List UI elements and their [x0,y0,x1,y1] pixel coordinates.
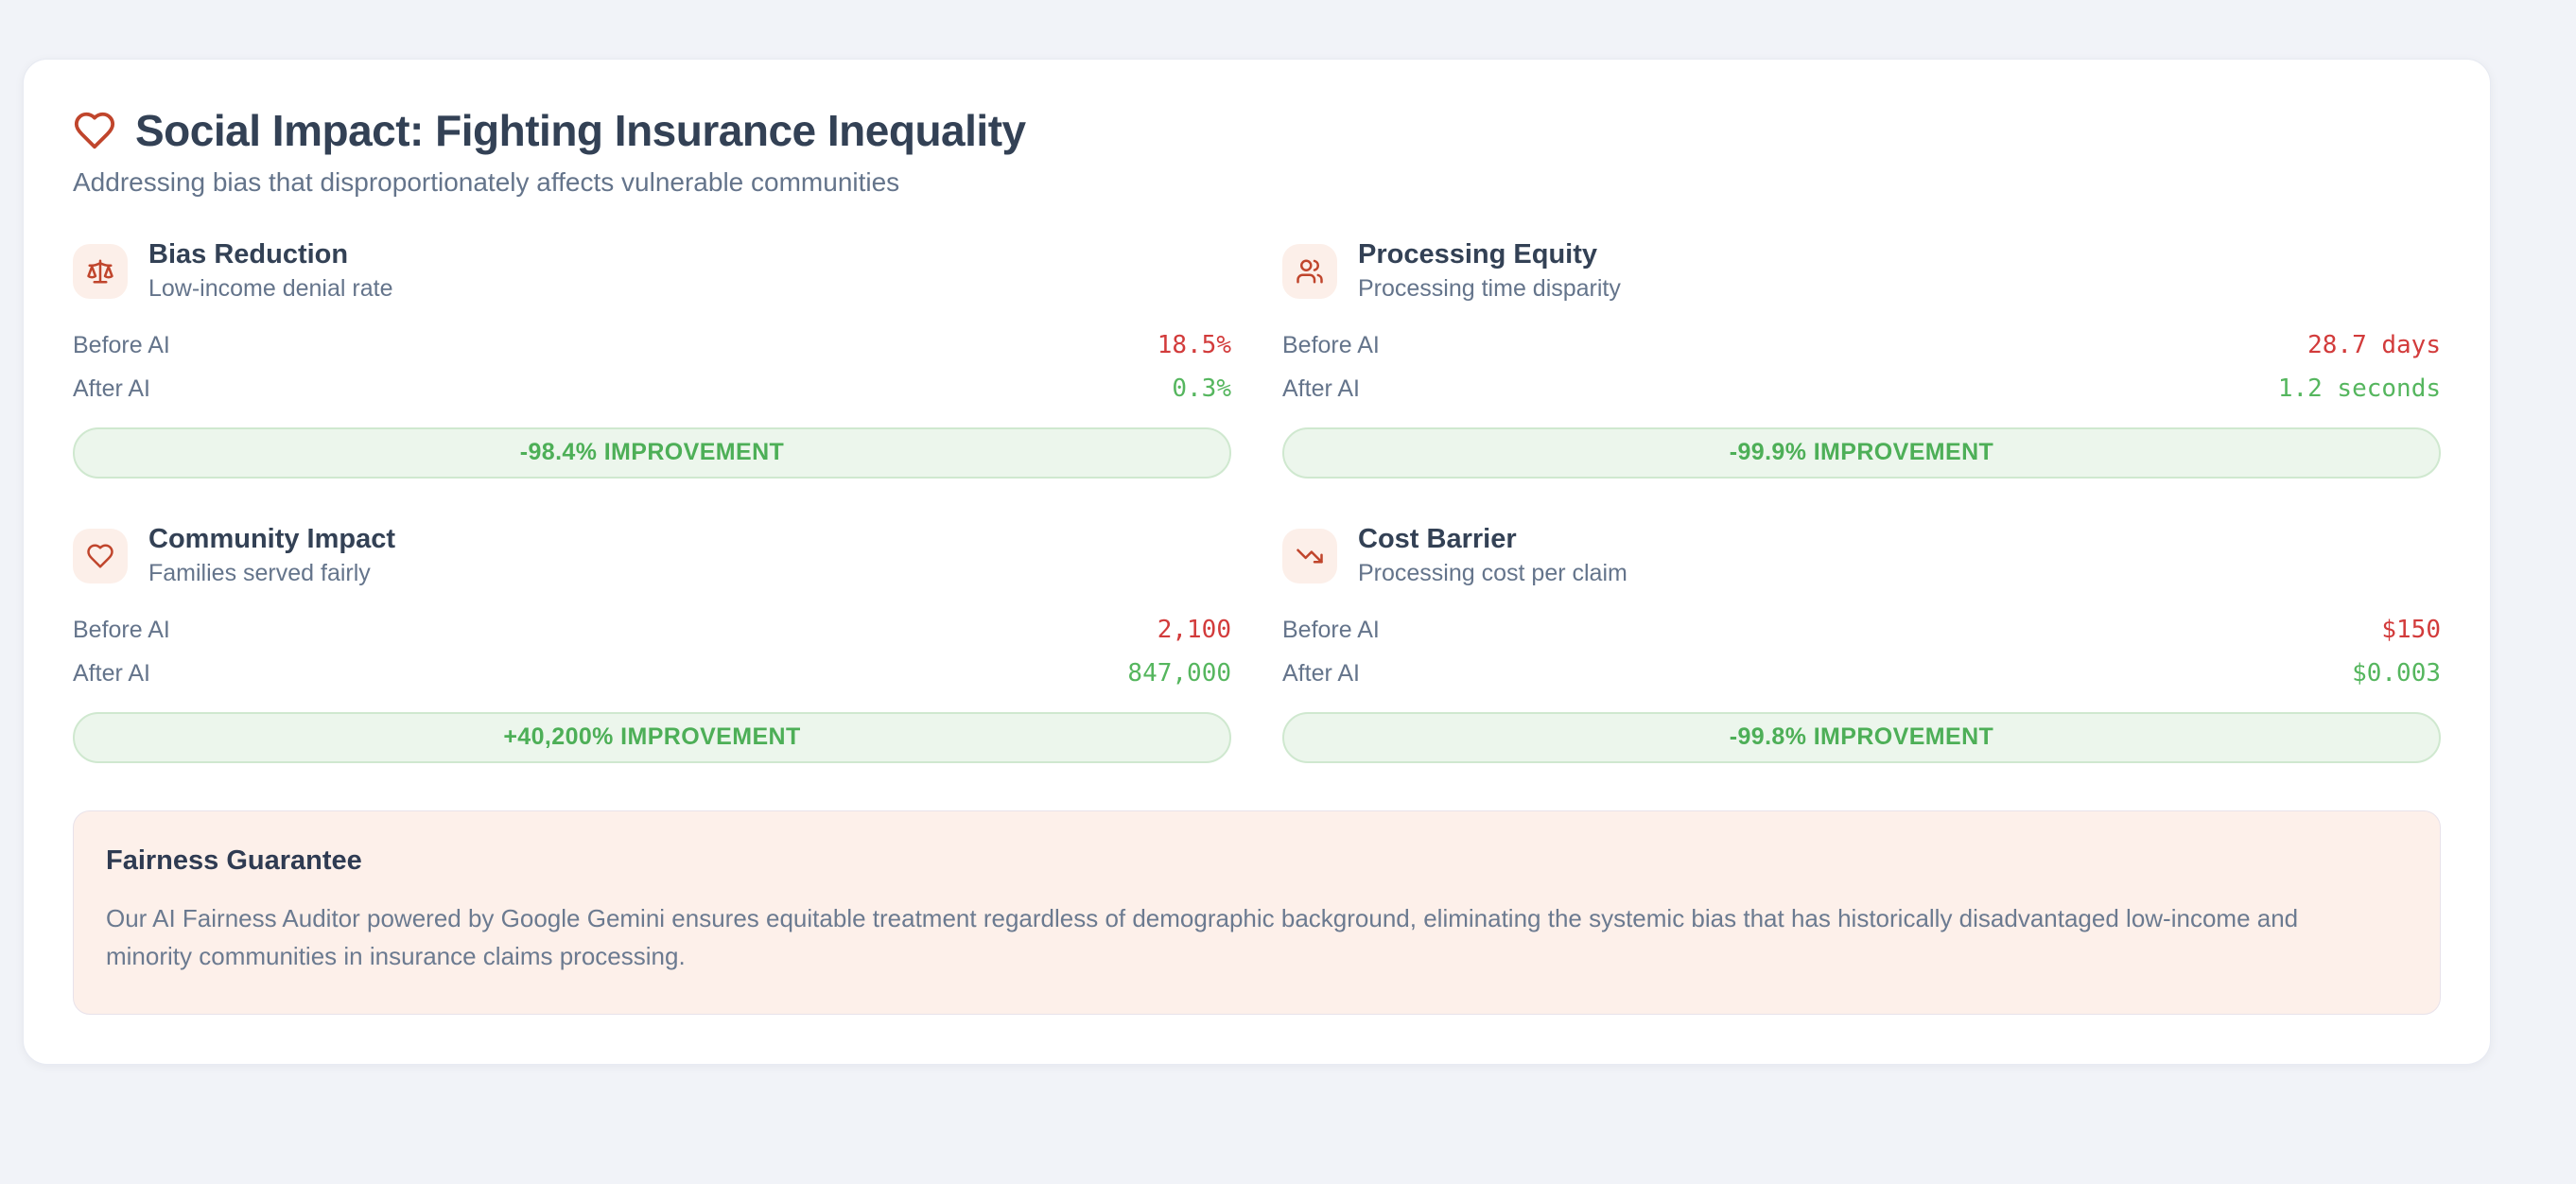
after-ai-row: After AI 0.3% [73,374,1231,403]
before-ai-row: Before AI 28.7 days [1282,331,2441,359]
before-ai-label: Before AI [73,331,170,358]
metric-header: Community Impact Families served fairly [73,524,1231,587]
metric-subtitle: Processing cost per claim [1358,560,1627,586]
users-icon [1282,243,1337,299]
card-header: Social Impact: Fighting Insurance Inequa… [73,105,2441,156]
after-ai-label: After AI [73,374,150,402]
after-ai-value: 847,000 [1127,659,1231,688]
metric-header: Cost Barrier Processing cost per claim [1282,524,2441,587]
after-ai-label: After AI [1282,659,1360,687]
metric-title: Processing Equity [1358,239,1598,270]
before-ai-row: Before AI $150 [1282,616,2441,644]
metric-header: Processing Equity Processing time dispar… [1282,239,2441,303]
before-ai-row: Before AI 2,100 [73,616,1231,644]
metrics-grid: Bias Reduction Low-income denial rate Be… [73,239,2441,763]
before-ai-label: Before AI [1282,331,1380,358]
after-ai-row: After AI 1.2 seconds [1282,374,2441,403]
before-ai-label: Before AI [73,616,170,643]
metric-titles: Processing Equity Processing time dispar… [1358,239,1621,303]
after-ai-row: After AI 847,000 [73,659,1231,688]
metric-titles: Cost Barrier Processing cost per claim [1358,524,1627,587]
social-impact-card: Social Impact: Fighting Insurance Inequa… [23,59,2491,1065]
metric-subtitle: Low-income denial rate [148,275,393,302]
metric-subtitle: Processing time disparity [1358,275,1621,302]
before-ai-value: $150 [2381,616,2441,644]
after-ai-value: 0.3% [1172,374,1231,403]
metric-subtitle: Families served fairly [148,560,371,586]
improvement-badge: -99.8% IMPROVEMENT [1282,712,2441,763]
metric-card-community-impact: Community Impact Families served fairly … [73,524,1231,763]
after-ai-value: $0.003 [2352,659,2441,688]
after-ai-row: After AI $0.003 [1282,659,2441,688]
metric-card-processing-equity: Processing Equity Processing time dispar… [1282,239,2441,479]
before-ai-value: 28.7 days [2307,331,2441,359]
improvement-badge: -98.4% IMPROVEMENT [73,427,1231,479]
before-ai-row: Before AI 18.5% [73,331,1231,359]
page-subtitle: Addressing bias that disproportionately … [73,167,900,197]
metric-header: Bias Reduction Low-income denial rate [73,239,1231,303]
scales-icon [73,243,128,299]
before-ai-value: 2,100 [1157,616,1231,644]
metric-title: Bias Reduction [148,239,349,270]
before-ai-label: Before AI [1282,616,1380,643]
improvement-badge: +40,200% IMPROVEMENT [73,712,1231,763]
metric-titles: Community Impact Families served fairly [148,524,395,587]
metric-title: Community Impact [148,524,396,554]
metric-card-cost-barrier: Cost Barrier Processing cost per claim B… [1282,524,2441,763]
after-ai-label: After AI [1282,374,1360,402]
before-ai-value: 18.5% [1157,331,1231,359]
metric-titles: Bias Reduction Low-income denial rate [148,239,392,303]
trending-down-icon [1282,528,1337,583]
after-ai-label: After AI [73,659,150,687]
improvement-badge: -99.9% IMPROVEMENT [1282,427,2441,479]
after-ai-value: 1.2 seconds [2277,374,2441,403]
heart-icon [73,528,128,583]
page-title: Social Impact: Fighting Insurance Inequa… [135,106,1026,155]
metric-card-bias-reduction: Bias Reduction Low-income denial rate Be… [73,239,1231,479]
heart-icon [74,112,115,149]
fairness-guarantee-body: Our AI Fairness Auditor powered by Googl… [106,904,2299,971]
fairness-guarantee-title: Fairness Guarantee [106,845,362,876]
fairness-guarantee-panel: Fairness Guarantee Our AI Fairness Audit… [73,810,2441,1015]
metric-title: Cost Barrier [1358,524,1517,554]
